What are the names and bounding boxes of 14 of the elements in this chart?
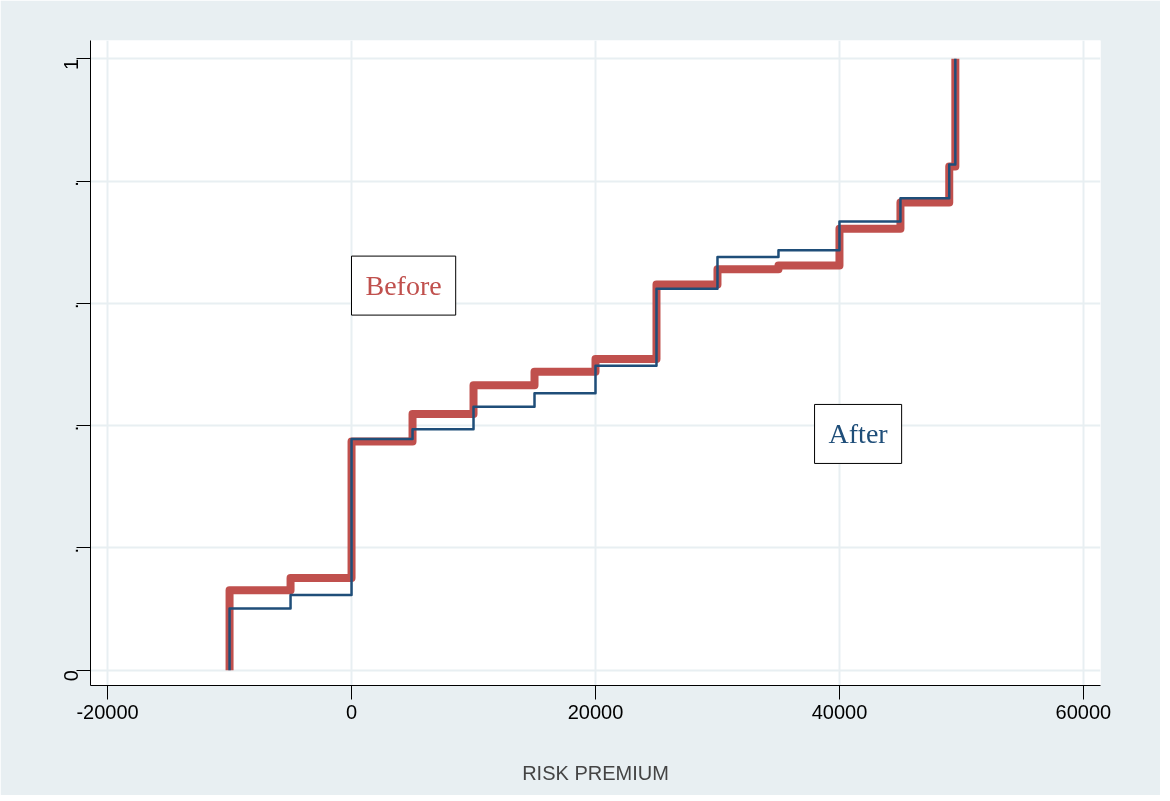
y-tick-label: . [60, 181, 83, 187]
x-tick-label: 60000 [1055, 700, 1112, 723]
text: After [828, 418, 889, 450]
x-tick-label: 40000 [811, 700, 868, 723]
x-axis-title: RISK PREMIUM [522, 761, 669, 784]
y-tick-label: 0 [60, 670, 83, 682]
y-tick-label: . [60, 425, 83, 432]
y-tick-label: . [60, 303, 83, 309]
y-tick-label: 1 [60, 58, 83, 70]
y-tick-label: . [60, 547, 83, 554]
text: Before [365, 270, 442, 302]
x-tick-label: -20000 [76, 700, 139, 723]
x-tick-label: 20000 [567, 700, 624, 723]
x-tick-label: 0 [345, 700, 358, 723]
